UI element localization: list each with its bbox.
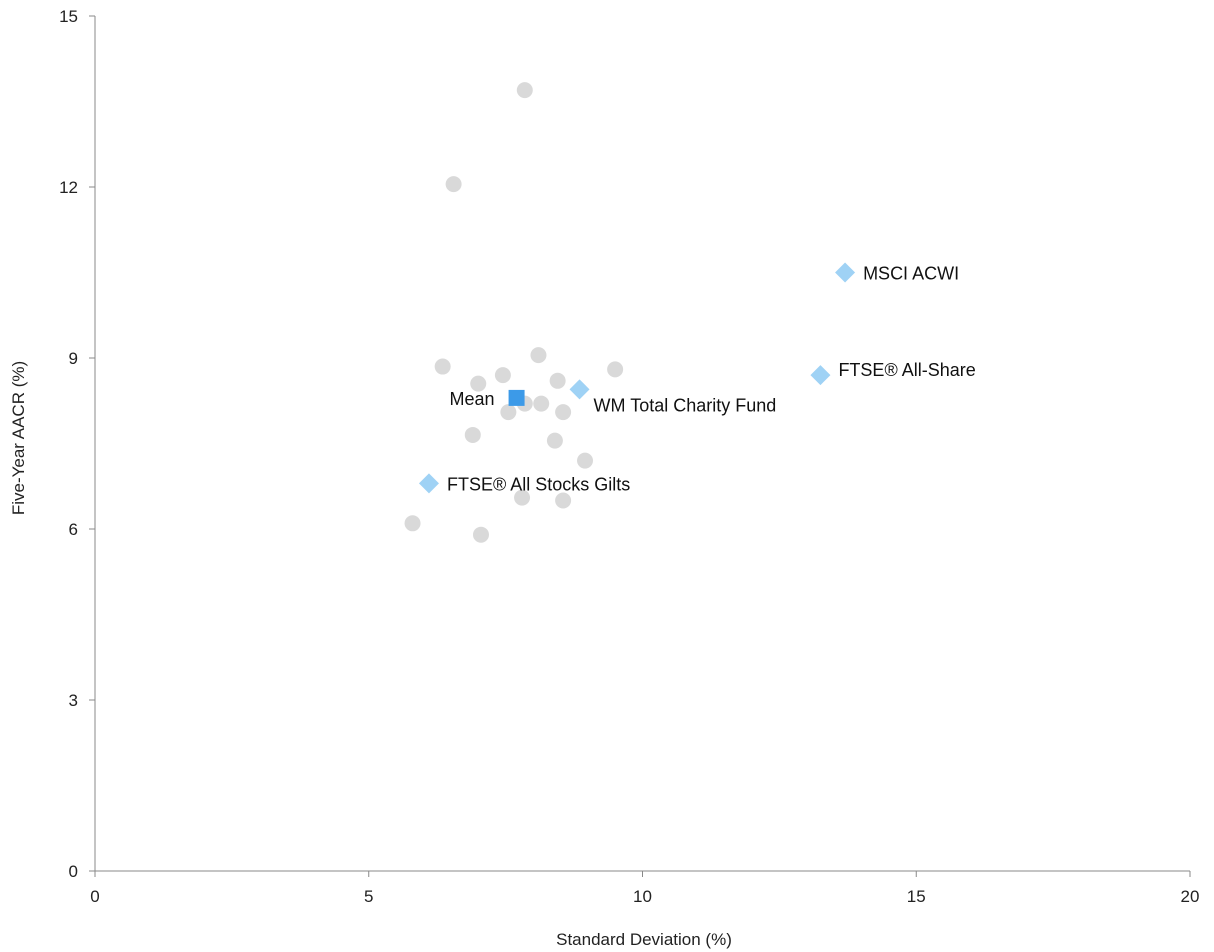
fund-point	[404, 515, 421, 532]
fund-point	[530, 347, 547, 364]
point-label: FTSE® All Stocks Gilts	[447, 474, 630, 494]
fund-point	[445, 176, 462, 193]
index-point	[418, 473, 439, 494]
fund-point	[514, 489, 531, 506]
y-tick-label: 12	[59, 178, 78, 197]
point-label: Mean	[450, 389, 495, 409]
fund-point	[464, 426, 481, 443]
data-points	[404, 82, 856, 543]
x-tick-label: 5	[364, 887, 373, 906]
y-tick-label: 0	[69, 862, 78, 881]
fund-point	[555, 404, 572, 421]
fund-point	[533, 395, 550, 412]
fund-point	[500, 404, 517, 421]
fund-point	[549, 372, 566, 389]
fund-point	[434, 358, 451, 375]
index-point	[569, 379, 590, 400]
x-axis-title: Standard Deviation (%)	[556, 930, 732, 949]
y-tick-label: 3	[69, 691, 78, 710]
index-point	[810, 365, 831, 386]
index-point	[835, 262, 856, 283]
y-axis-title: Five-Year AACR (%)	[9, 361, 28, 515]
point-label: FTSE® All-Share	[838, 360, 975, 380]
mean-point	[508, 389, 525, 406]
x-tick-label: 20	[1181, 887, 1200, 906]
y-tick-label: 9	[69, 349, 78, 368]
fund-point	[472, 526, 489, 543]
fund-point	[516, 82, 533, 99]
fund-point	[555, 492, 572, 509]
fund-point	[494, 367, 511, 384]
point-label: MSCI ACWI	[863, 264, 959, 284]
y-tick-label: 15	[59, 7, 78, 26]
fund-point	[546, 432, 563, 449]
fund-point	[607, 361, 624, 378]
x-tick-label: 10	[633, 887, 652, 906]
ticks: 0 5 10 15 20 0 3 6 9 12 15	[59, 7, 1199, 906]
fund-point	[577, 452, 594, 469]
axes	[94, 16, 1190, 872]
fund-point	[470, 375, 487, 392]
y-tick-label: 6	[69, 520, 78, 539]
x-tick-label: 0	[90, 887, 99, 906]
x-tick-label: 15	[907, 887, 926, 906]
point-label: WM Total Charity Fund	[594, 395, 777, 415]
point-labels: Mean MSCI ACWI FTSE® All-Share WM Total Cha…	[447, 264, 976, 495]
